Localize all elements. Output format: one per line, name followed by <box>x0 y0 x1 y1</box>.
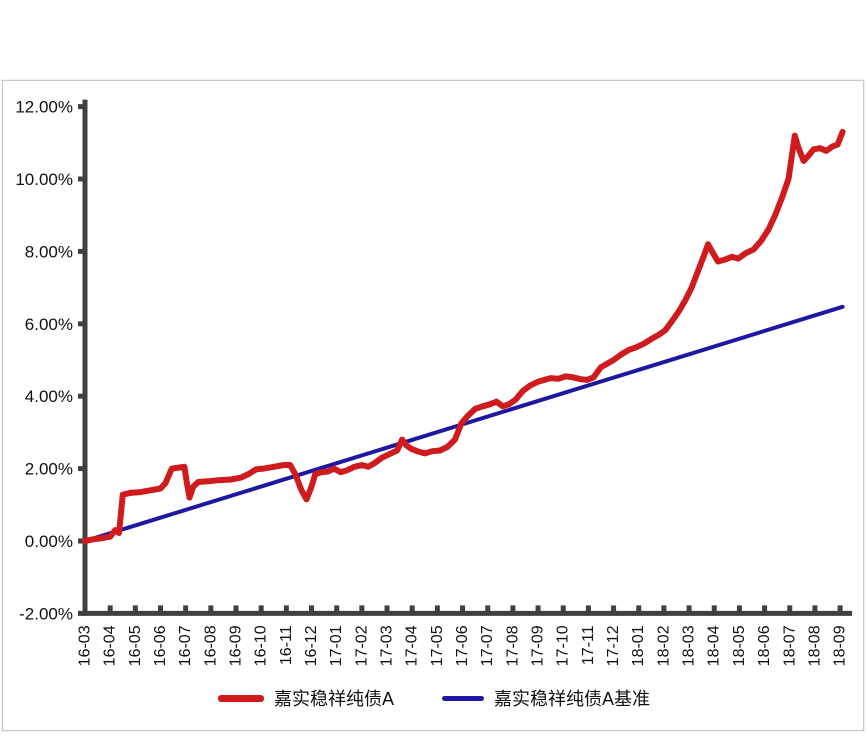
x-tick-label: 16-04 <box>102 625 119 666</box>
x-tick-label: 18-02 <box>655 625 672 666</box>
x-tick-label: 16-05 <box>127 625 144 666</box>
legend: 嘉实稳祥纯债A 嘉实稳祥纯债A基准 <box>0 684 868 712</box>
x-tick-label: 18-01 <box>630 625 647 666</box>
y-tick-label: 8.00% <box>25 242 73 261</box>
y-tick-label: 10.00% <box>15 170 73 189</box>
x-tick-label: 16-06 <box>152 625 169 666</box>
x-tick-label: 17-01 <box>328 625 345 666</box>
y-tick-label: 2.00% <box>25 460 73 479</box>
x-tick-label: 17-06 <box>454 625 471 666</box>
y-tick-label: 6.00% <box>25 315 73 334</box>
x-tick-label: 17-10 <box>555 625 572 666</box>
x-tick-label: 17-07 <box>479 625 496 666</box>
y-tick-label: 4.00% <box>25 387 73 406</box>
x-tick-label: 17-11 <box>580 625 597 665</box>
x-tick-label: 18-04 <box>706 625 723 666</box>
legend-item-fund: 嘉实稳祥纯债A <box>217 685 394 711</box>
x-tick-label: 16-10 <box>253 625 270 666</box>
x-tick-label: 17-08 <box>504 625 521 666</box>
x-tick-label: 18-07 <box>781 625 798 666</box>
x-tick-label: 17-12 <box>605 625 622 666</box>
y-tick-label: 12.00% <box>15 98 73 117</box>
benchmark-line-swatch <box>442 695 484 701</box>
x-tick-label: 16-07 <box>177 625 194 666</box>
fund-line <box>82 128 846 544</box>
x-tick-label: 17-05 <box>429 625 446 666</box>
x-tick-label: 16-11 <box>278 625 295 665</box>
x-tick-label: 17-02 <box>353 625 370 666</box>
legend-item-benchmark: 嘉实稳祥纯债A基准 <box>442 685 650 711</box>
legend-label-fund: 嘉实稳祥纯债A <box>273 689 394 709</box>
x-tick-label: 17-09 <box>530 625 547 666</box>
x-tick-label: 16-12 <box>303 625 320 666</box>
x-tick-label: 18-05 <box>731 625 748 666</box>
x-tick-label: 17-03 <box>379 625 396 666</box>
x-tick-label: 16-08 <box>202 625 219 666</box>
x-tick-label: 18-09 <box>832 625 849 666</box>
x-tick-label: 16-03 <box>77 625 94 666</box>
x-tick-label: 18-03 <box>681 625 698 666</box>
x-tick-label: 17-04 <box>404 625 421 666</box>
x-tick-label: 18-08 <box>806 625 823 666</box>
x-tick-label: 16-09 <box>228 625 245 666</box>
y-tick-label: -2.00% <box>19 604 73 623</box>
y-tick-label: 0.00% <box>25 532 73 551</box>
fund-line-swatch <box>217 694 264 702</box>
x-tick-label: 18-06 <box>756 625 773 666</box>
chart-frame <box>2 80 864 731</box>
legend-label-benchmark: 嘉实稳祥纯债A基准 <box>494 689 651 709</box>
